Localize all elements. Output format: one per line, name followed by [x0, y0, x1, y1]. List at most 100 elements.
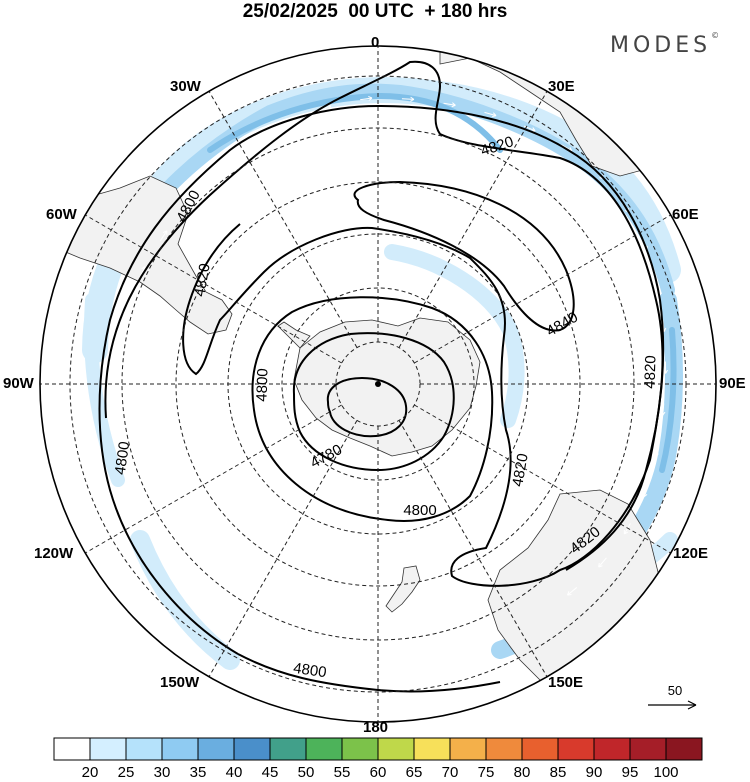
australia-land [487, 489, 716, 722]
map-border [39, 45, 717, 723]
contour-label: 4820 [509, 452, 532, 488]
contour-label-text: 4780 [308, 441, 345, 472]
antarctic-peninsula-land [277, 321, 311, 349]
lon-label-180: 180 [363, 719, 389, 736]
wind-arrow [598, 557, 607, 568]
contour-label: 4780 [308, 441, 345, 472]
lon-label-90w: 90W [3, 375, 34, 392]
contour-label-text: 4800 [112, 440, 133, 475]
wind-arrow [663, 361, 669, 374]
contour-label: 4840 [544, 309, 581, 340]
contour-label: 4820 [191, 262, 214, 298]
reference-vector [648, 700, 697, 710]
colorbar-swatch [593, 737, 631, 761]
colorbar-swatch [557, 737, 595, 761]
contour-label-text: 4820 [191, 262, 214, 298]
colorbar-swatch [197, 737, 235, 761]
meridian-line [414, 214, 671, 364]
colorbar-swatch [413, 737, 451, 761]
meridian-line [398, 420, 548, 677]
colorbar-swatch [629, 737, 667, 761]
jet-band-indian-strong [659, 327, 677, 473]
contour-label: 4800 [253, 368, 271, 402]
colorbar-tick-label: 95 [621, 764, 639, 781]
colorbar-swatch [341, 737, 379, 761]
contour-label-text: 4820 [641, 355, 659, 389]
latitude-circle-70s [281, 287, 475, 481]
lon-label-150w: 150W [160, 674, 200, 691]
wind-arrow [623, 523, 631, 535]
lon-label-30w: 30W [170, 78, 201, 95]
colorbar-swatch [161, 737, 199, 761]
colorbar [53, 737, 703, 761]
contour-4800-outer [98, 104, 665, 655]
colorbar-swatch [305, 737, 343, 761]
contour-label-text: 4820 [509, 452, 532, 488]
brand-name: MODES [610, 33, 712, 58]
colorbar-tick-label: 85 [549, 764, 567, 781]
meridian-line [85, 404, 342, 554]
graticule [40, 46, 716, 722]
meridian-line [85, 214, 342, 364]
colorbar-tick-label: 100 [653, 764, 679, 781]
pole-marker [375, 381, 381, 387]
colorbar-swatch [89, 737, 127, 761]
contour-4800-inner [251, 296, 494, 522]
colorbar-tick-label: 40 [225, 764, 243, 781]
contour-4800-south [237, 653, 501, 693]
wind-arrow [109, 386, 115, 400]
colorbar-swatch [53, 737, 91, 761]
colorbar-tick-label: 90 [585, 764, 603, 781]
contour-label: 4800 [112, 440, 133, 475]
colorbar-swatch [125, 737, 163, 761]
lon-label-150e: 150E [548, 674, 584, 691]
wind-arrow [567, 587, 578, 596]
land-masses [55, 49, 716, 722]
contour-4820-outer [104, 60, 664, 587]
colorbar-swatch [377, 737, 415, 761]
colorbar-tick-label: 30 [153, 764, 171, 781]
contour-label: 4820 [641, 355, 659, 389]
contour-low-center [326, 376, 408, 438]
colorbar-tick-label: 50 [297, 764, 315, 781]
wind-arrow [114, 345, 120, 358]
map-disk: 4820480048204840480047804800482048204820… [40, 46, 716, 722]
wind-arrow [184, 197, 194, 208]
jet-band-antarctic [384, 244, 525, 428]
jet-band-pacific-west [130, 530, 240, 670]
wind-arrow [653, 444, 659, 458]
colorbar-swatch [269, 737, 307, 761]
wind-arrow [213, 167, 224, 177]
colorbar-tick-label: 80 [513, 764, 531, 781]
forecast-title: 25/02/2025 00 UTC + 180 hrs [242, 1, 508, 22]
brand-logo: MODES© [610, 31, 719, 58]
meridian-line [398, 91, 548, 348]
wind-arrow [484, 111, 497, 118]
lon-label-120e: 120E [673, 545, 709, 562]
colorbar-tick-label: 25 [117, 764, 135, 781]
colorbar-tick-label: 45 [261, 764, 279, 781]
lon-label-120w: 120W [34, 545, 74, 562]
wind-arrow [360, 95, 373, 101]
geopotential-contours [98, 60, 665, 693]
wind-arrow [245, 142, 257, 151]
south-america-land [55, 175, 233, 335]
colorbar-swatch [449, 737, 487, 761]
contour-label-text: 4800 [253, 368, 271, 402]
colorbar-tick-label: 60 [369, 764, 387, 781]
meridian-line [208, 420, 358, 677]
wind-arrow [660, 403, 666, 416]
lon-label-30e: 30E [548, 78, 575, 95]
wind-arrow [159, 230, 168, 242]
jet-band-west-coast [84, 293, 125, 487]
contour-label: 4800 [292, 660, 327, 681]
colorbar-tick-label: 75 [477, 764, 495, 781]
colorbar-tick-label: 65 [405, 764, 423, 781]
contour-label-text: 4800 [292, 660, 327, 681]
reference-arrow-head-icon [687, 700, 697, 710]
lon-label-0: 0 [371, 34, 380, 51]
contour-label: 4820 [479, 133, 516, 159]
lon-label-60w: 60W [46, 206, 77, 223]
reference-vector-label: 50 [667, 683, 683, 698]
